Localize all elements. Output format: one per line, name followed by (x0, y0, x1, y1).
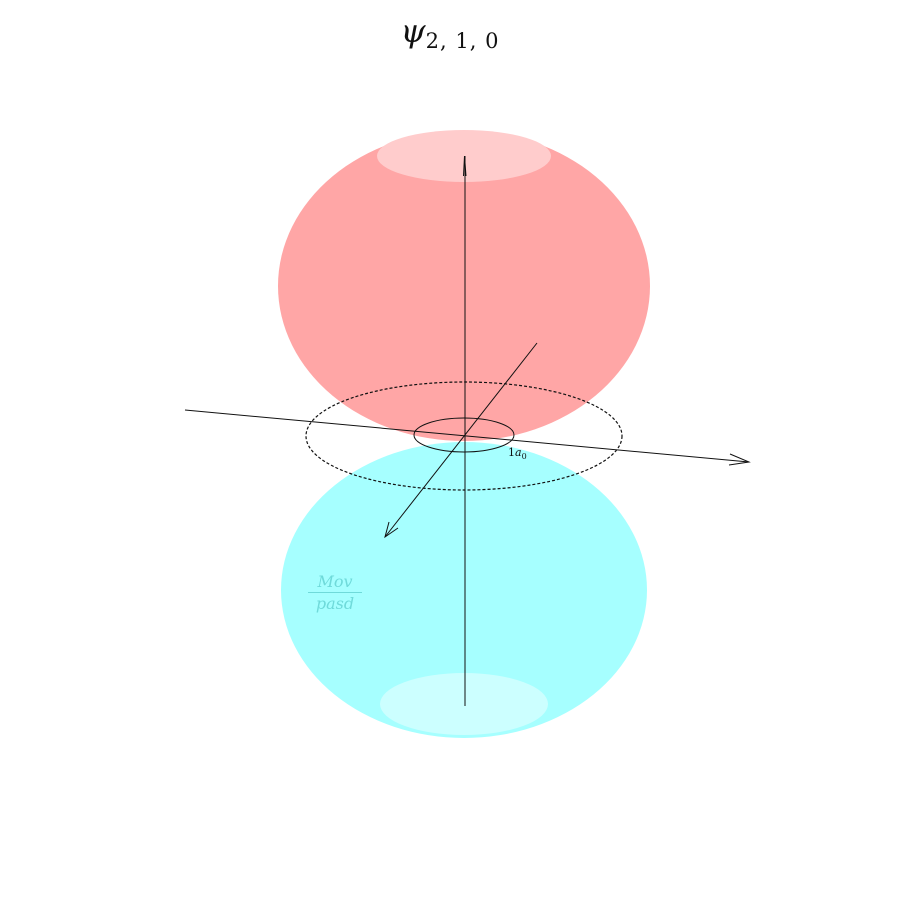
x-axis-arrowhead (729, 454, 749, 465)
watermark-numerator: Mov (308, 572, 362, 593)
watermark: Mov pasd (308, 572, 362, 613)
title-symbol: ψ (401, 12, 426, 50)
negative-lobe-cap (380, 673, 548, 735)
scale-unit-subscript: 0 (522, 452, 527, 461)
scale-number: 1 (508, 446, 515, 459)
scale-label: 1a0 (508, 446, 527, 461)
plot-title: ψ2, 1, 0 (0, 12, 900, 50)
title-subscript: 2, 1, 0 (426, 29, 500, 53)
watermark-denominator: pasd (308, 593, 362, 613)
